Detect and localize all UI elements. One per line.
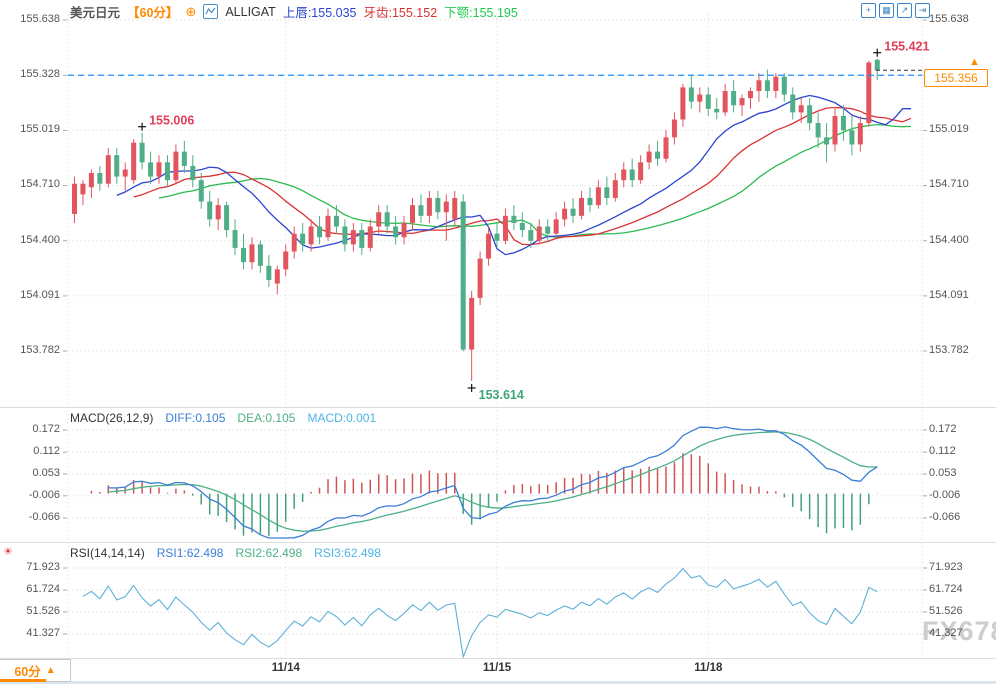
rsi-header: RSI(14,14,14) RSI1:62.498 RSI2:62.498 RS… — [70, 546, 381, 560]
rsi1-value: RSI1:62.498 — [156, 546, 224, 560]
price-tick-right: 155.638 — [929, 13, 969, 25]
svg-text:153.614: 153.614 — [479, 388, 524, 402]
macd-header: MACD(26,12,9) DIFF:0.105 DEA:0.105 MACD:… — [70, 411, 376, 425]
price-tick-right: 153.782 — [929, 344, 969, 356]
macd-tick-right: 0.112 — [929, 445, 956, 457]
macd-tick-left: -0.066 — [28, 511, 60, 523]
alligator-lips-value: 上唇:155.035 — [282, 6, 357, 20]
macd-tick-right: 0.172 — [929, 423, 957, 435]
timeframe-button[interactable]: 60分 ▲ — [0, 659, 71, 682]
rsi2-value: RSI2:62.498 — [235, 546, 303, 560]
xaxis-separator — [0, 658, 996, 659]
rsi3-value: RSI3:62.498 — [314, 546, 381, 560]
rsi-tick-right: 41.327 — [929, 627, 963, 639]
price-tick-right: 154.400 — [929, 234, 969, 246]
watermark-logo: FX678 — [922, 616, 996, 646]
price-tick-left: 154.091 — [20, 289, 60, 301]
rsi-tick-left: 61.724 — [26, 583, 60, 595]
macd-tick-right: -0.006 — [929, 489, 961, 501]
rsi-title[interactable]: RSI(14,14,14) — [70, 546, 145, 560]
price-tick-left: 154.400 — [20, 234, 60, 246]
panel-separator — [0, 407, 996, 408]
price-tick-left: 155.019 — [20, 123, 60, 135]
chart-header: 美元日元 【60分】 ⊕ ALLIGAT 上唇:155.035 牙齿:155.1… — [70, 2, 518, 21]
trend-scale-icon[interactable]: ↗ — [897, 3, 912, 18]
macd-tick-left: 0.172 — [32, 423, 60, 435]
timeframe-label: 【60分】 — [127, 6, 179, 20]
rsi-tick-left: 51.526 — [26, 605, 60, 617]
price-tick-left: 155.638 — [20, 13, 60, 25]
price-tick-right: 155.019 — [929, 123, 969, 135]
macd-title[interactable]: MACD(26,12,9) — [70, 411, 154, 425]
alligator-jaw-value: 下颚:155.195 — [444, 6, 518, 20]
timeframe-active-underline — [0, 679, 46, 682]
macd-tick-right: -0.066 — [929, 511, 961, 523]
macd-tick-left: 0.053 — [32, 467, 60, 479]
macd-dea-value: DEA:0.105 — [237, 411, 296, 425]
price-up-arrow-icon: ▲ — [969, 56, 980, 68]
symbol-title: 美元日元 — [70, 6, 121, 20]
price-tick-left: 153.782 — [20, 344, 60, 356]
rsi-tick-right: 51.526 — [929, 605, 963, 617]
chart-toolbar: + ▦ ↗ ⇥ — [861, 3, 930, 18]
current-price-tag: 155.356 — [924, 69, 988, 87]
add-indicator-icon[interactable]: ⊕ — [185, 3, 197, 19]
price-tick-left: 155.328 — [20, 68, 60, 80]
alligator-teeth-value: 牙齿:155.152 — [363, 6, 438, 20]
svg-text:155.421: 155.421 — [884, 40, 929, 54]
price-tick-left: 154.710 — [20, 178, 60, 190]
macd-tick-right: 0.053 — [929, 467, 957, 479]
macd-tick-left: 0.112 — [33, 445, 60, 457]
panel-separator — [0, 542, 996, 543]
pan-icon[interactable]: + — [861, 3, 876, 18]
date-label: 11/15 — [483, 662, 512, 674]
timeframe-button-label: 60分 — [14, 665, 41, 679]
price-tick-right: 154.091 — [929, 289, 969, 301]
price-tick-right: 154.710 — [929, 178, 969, 190]
exit-view-icon[interactable]: ⇥ — [915, 3, 930, 18]
macd-tick-left: -0.006 — [28, 489, 60, 501]
rsi-tick-right: 61.724 — [929, 583, 963, 595]
rsi-tick-left: 71.923 — [26, 561, 60, 573]
rsi-indicator-icon: ☀ — [3, 546, 13, 558]
indicator-name[interactable]: ALLIGAT — [225, 4, 276, 19]
rsi-tick-left: 41.327 — [26, 627, 60, 639]
svg-text:155.006: 155.006 — [149, 114, 194, 128]
date-label: 11/18 — [694, 662, 723, 674]
rsi-tick-right: 71.923 — [929, 561, 963, 573]
alligator-indicator-icon[interactable] — [203, 4, 219, 19]
chevron-up-icon: ▲ — [45, 665, 56, 676]
grid-scale-icon[interactable]: ▦ — [879, 3, 894, 18]
macd-bar-value: MACD:0.001 — [307, 411, 377, 425]
macd-diff-value: DIFF:0.105 — [165, 411, 226, 425]
bottom-strip — [0, 681, 996, 684]
date-label: 11/14 — [271, 662, 300, 674]
